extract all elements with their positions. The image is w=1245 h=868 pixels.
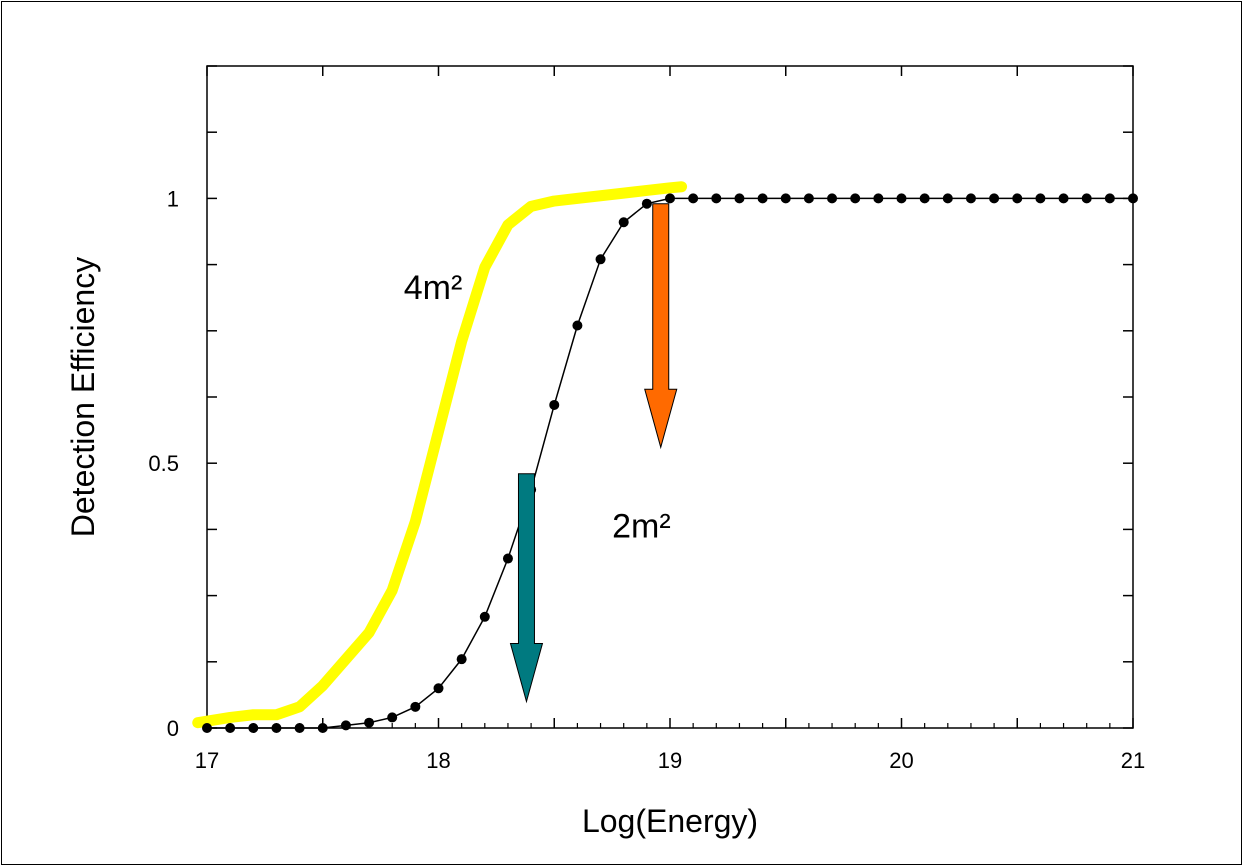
series-2m2-point (1012, 193, 1023, 204)
x-axis-label: Log(Energy) (582, 803, 758, 839)
series-2m2-point (641, 198, 652, 209)
x-tick-label: 19 (658, 748, 682, 773)
x-tick-label: 17 (195, 748, 219, 773)
y-tick-label: 0 (167, 716, 179, 741)
series-2m2-point (572, 320, 583, 331)
series-2m2-point (410, 701, 421, 712)
series-2m2-point (317, 723, 328, 733)
series-2m2-point (989, 193, 1000, 204)
series-2m2-point (595, 254, 606, 265)
y-tick-label: 1 (167, 186, 179, 211)
series-2m2-line (207, 197, 1133, 729)
series-2m2-point (1058, 193, 1069, 204)
series-2m2-point (433, 683, 444, 694)
series-2m2-point (1035, 193, 1046, 204)
series-2m2-point (734, 193, 745, 204)
series-2m2-point (618, 217, 629, 228)
series-2m2-point (456, 654, 467, 665)
series-2m2-point (248, 723, 259, 733)
annotation-layer: 4m² 2m² (404, 269, 671, 545)
series-2m2-point (364, 717, 375, 728)
series-2m2-point (896, 193, 907, 204)
series-2m2-point (919, 193, 930, 204)
series-2m2-point (1081, 193, 1092, 204)
series-2m2-point (502, 553, 513, 564)
series-4m2-line (192, 181, 688, 729)
series-2m2-point (202, 723, 212, 733)
series-2m2-point (479, 611, 490, 622)
series-2m2-point (665, 193, 675, 204)
series-2m2-point (1104, 193, 1115, 204)
area-annotation: 2m² (612, 507, 671, 545)
series-2m2-point (965, 193, 976, 204)
x-tick-label: 18 (426, 748, 450, 773)
series-2m2-point (549, 399, 560, 410)
series-2m2-point (780, 193, 791, 204)
arrows-layer (509, 203, 678, 704)
series-2m2-point (711, 193, 722, 204)
series-2m2-point (271, 723, 282, 733)
series-2m2-point (340, 720, 351, 731)
x-tick-label: 21 (1121, 748, 1145, 773)
y-tick-label: 0.5 (148, 451, 179, 476)
series-2m2-point (1128, 193, 1138, 204)
series-2m2-point (873, 193, 884, 204)
series-2m2-point (757, 193, 768, 204)
area-annotation: 4m² (404, 269, 463, 307)
series-2m2-point (942, 193, 953, 204)
axis-tick-labels: 17 18 19 20 21 0 0.5 1 (148, 186, 1145, 773)
series-2m2-point (294, 723, 305, 733)
series-2m2-point (850, 193, 861, 204)
orange-arrow (644, 203, 678, 450)
y-axis-label: Detection Efficiency (65, 257, 101, 537)
series-layer (192, 181, 1138, 733)
series-2m2-point (803, 193, 814, 204)
series-2m2-point (688, 193, 699, 204)
series-2m2-point (387, 712, 398, 723)
x-tick-label: 20 (889, 748, 913, 773)
series-2m2-point (225, 723, 236, 733)
teal-arrow (509, 473, 544, 704)
series-2m2-point (827, 193, 838, 204)
